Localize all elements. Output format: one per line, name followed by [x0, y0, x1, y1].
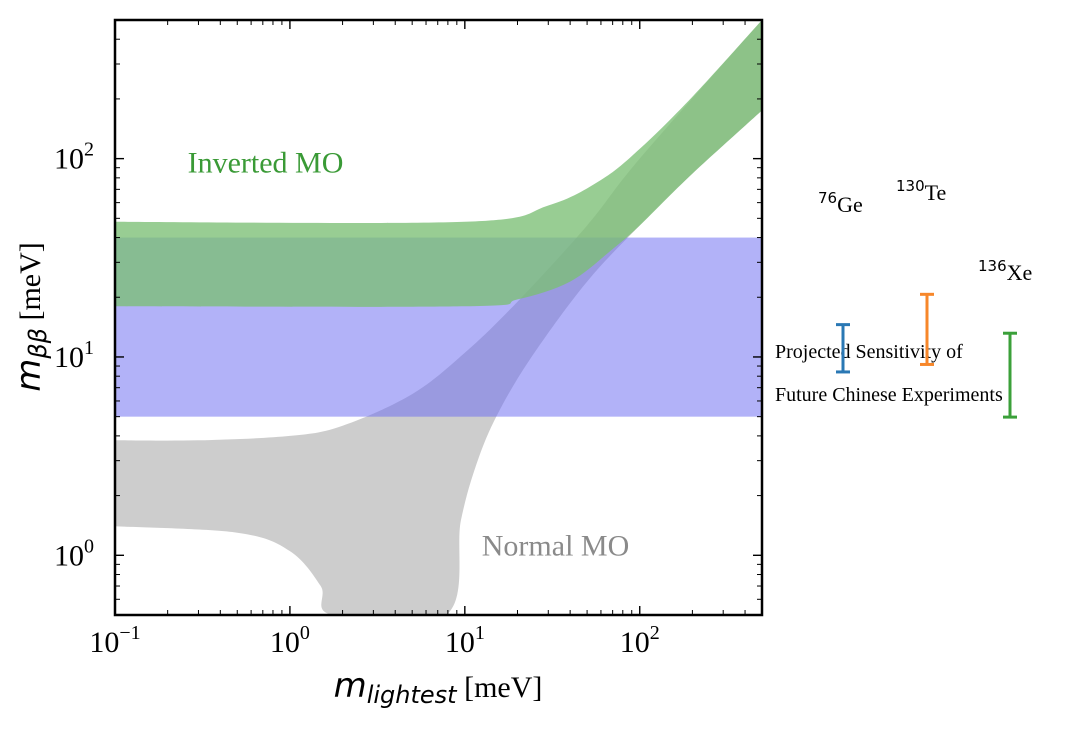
isotope-layer: 76Ge 130Te 136Xe: [818, 177, 1032, 419]
plot-frame: [113, 18, 764, 617]
inverted-mo-label: Inverted MO: [188, 147, 344, 180]
x-tick-label: 100: [270, 622, 310, 659]
isotope-label-xe: 136Xe: [978, 257, 1032, 285]
y-tick-label: 100: [54, 535, 94, 572]
x-tick-label: 101: [445, 622, 485, 659]
isotope-bar-xe: [1003, 331, 1017, 419]
isotope-label-ge: 76Ge: [818, 189, 863, 217]
x-tick-label: 102: [620, 622, 660, 659]
sensitivity-label-line2: Future Chinese Experiments: [775, 384, 1003, 406]
y-tick-label: 102: [54, 139, 94, 176]
normal-mo-label: Normal MO: [482, 529, 629, 562]
isotope-label-te: 130Te: [896, 177, 946, 205]
y-axis-label: mββ [meV]: [9, 242, 52, 392]
x-axis-label: mlightest [meV]: [334, 666, 543, 709]
isotope-bar-te: [920, 292, 934, 366]
text-layer: 10−1 100 101 102 100 101 102: [54, 139, 660, 659]
sensitivity-label-line1: Projected Sensitivity of: [775, 341, 963, 363]
isotope-bar-ge: [836, 323, 850, 374]
bands-layer: [115, 20, 762, 615]
normal-mo-band: [115, 20, 762, 615]
x-tick-label: 10−1: [89, 622, 140, 659]
inverted-mo-band: [115, 20, 762, 307]
y-tick-label: 101: [54, 337, 94, 374]
